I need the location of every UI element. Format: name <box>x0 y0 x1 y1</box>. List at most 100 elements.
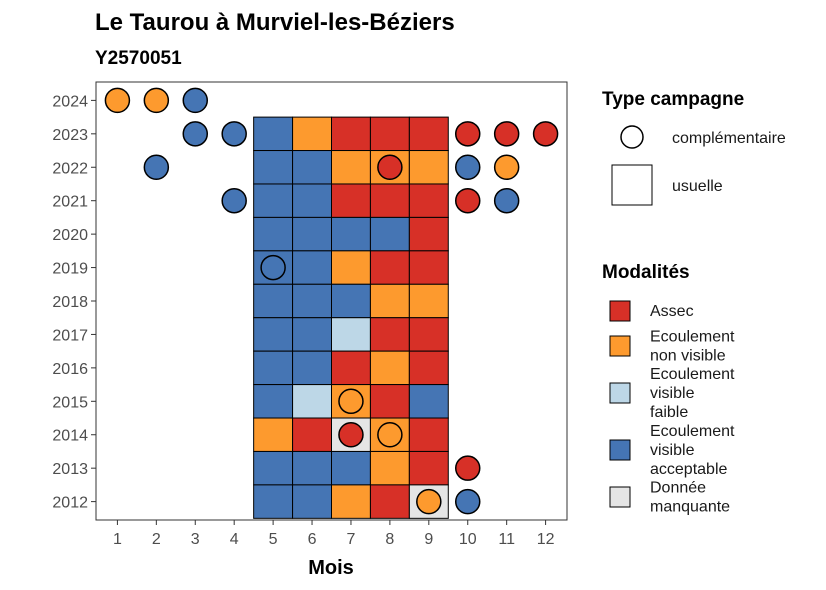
tile-usuelle <box>408 317 449 352</box>
tile-usuelle <box>331 317 371 352</box>
legend-circle-key <box>620 125 644 149</box>
legend-modalities-title: Modalités <box>602 262 690 283</box>
y-tick-label: 2013 <box>52 461 88 478</box>
y-tick-label: 2016 <box>52 361 88 378</box>
chart-title: Le Taurou à Murviel-les-Béziers <box>95 9 455 36</box>
tile-usuelle <box>292 183 332 218</box>
tile-usuelle <box>369 216 410 252</box>
tile-usuelle <box>408 150 449 185</box>
tile-usuelle <box>331 350 371 386</box>
tile-usuelle <box>331 116 371 152</box>
point-complementaire <box>454 154 481 181</box>
y-tick-label: 2017 <box>52 327 88 344</box>
point-complementaire <box>532 121 559 147</box>
legend-modality-key <box>609 335 631 357</box>
point-complementaire <box>221 121 247 147</box>
point-complementaire <box>143 154 170 181</box>
tile-usuelle <box>253 317 294 352</box>
chart-subtitle: Y2570051 <box>95 48 182 69</box>
tile-usuelle <box>253 116 294 152</box>
point-complementaire <box>454 121 481 147</box>
tile-usuelle <box>331 250 371 285</box>
point-complementaire <box>416 488 442 515</box>
y-tick-label: 2018 <box>52 294 88 311</box>
point-complementaire <box>454 488 481 515</box>
tile-usuelle <box>253 283 294 319</box>
tile-usuelle <box>253 384 294 419</box>
tile-usuelle <box>408 450 449 486</box>
x-tick-label: 2 <box>152 531 161 548</box>
x-tick-label: 5 <box>269 531 278 548</box>
tile-usuelle <box>331 150 371 185</box>
y-tick-label: 2021 <box>52 194 88 211</box>
point-complementaire <box>338 388 364 415</box>
legend-type-title: Type campagne <box>602 89 744 110</box>
tile-usuelle <box>331 450 371 486</box>
x-tick-label: 1 <box>113 531 122 548</box>
tile-usuelle <box>369 283 410 319</box>
point-complementaire <box>493 154 520 181</box>
tile-usuelle <box>292 216 332 252</box>
tile-usuelle <box>408 350 449 386</box>
legend-modality-key <box>609 300 631 322</box>
x-tick-label: 11 <box>498 531 515 548</box>
point-complementaire <box>454 187 481 214</box>
x-tick-label: 12 <box>537 531 555 548</box>
legend-modality-label: Donnée manquante <box>650 480 730 516</box>
y-tick-label: 2012 <box>52 495 88 512</box>
y-tick-label: 2024 <box>52 93 88 110</box>
tile-usuelle <box>253 216 294 252</box>
y-tick-label: 2020 <box>52 227 88 244</box>
x-tick-label: 3 <box>191 531 200 548</box>
tile-usuelle <box>408 183 449 218</box>
y-tick-label: 2019 <box>52 261 88 278</box>
tile-usuelle <box>369 116 410 152</box>
tile-usuelle <box>408 216 449 252</box>
x-axis-title: Mois <box>308 557 354 579</box>
point-complementaire <box>338 421 364 448</box>
legend-type-label: usuelle <box>672 178 723 195</box>
point-complementaire <box>260 254 286 281</box>
tile-usuelle <box>253 450 294 486</box>
point-complementaire <box>221 187 247 214</box>
point-complementaire <box>493 121 520 147</box>
tile-usuelle <box>292 317 332 352</box>
point-complementaire <box>104 87 131 114</box>
tile-usuelle <box>292 283 332 319</box>
legend-square-key <box>611 164 653 206</box>
tile-usuelle <box>253 183 294 218</box>
x-tick-label: 10 <box>459 531 477 548</box>
tile-usuelle <box>292 150 332 185</box>
legend-modality-label: Assec <box>650 303 694 320</box>
point-complementaire <box>143 87 170 114</box>
legend-modality-label: Ecoulement visible faible <box>650 366 735 421</box>
point-complementaire <box>182 121 209 147</box>
tile-usuelle <box>253 417 294 452</box>
tile-usuelle <box>292 250 332 285</box>
tile-usuelle <box>253 150 294 185</box>
tile-usuelle <box>408 283 449 319</box>
legend-modality-label: Ecoulement non visible <box>650 329 735 365</box>
y-tick-label: 2015 <box>52 394 88 411</box>
y-tick-label: 2022 <box>52 160 88 177</box>
x-tick-label: 9 <box>424 531 433 548</box>
tile-usuelle <box>408 116 449 152</box>
x-tick-label: 7 <box>347 531 356 548</box>
legend-modality-key <box>609 439 631 461</box>
tile-usuelle <box>408 250 449 285</box>
y-tick-label: 2023 <box>52 127 88 144</box>
point-complementaire <box>493 187 520 214</box>
tile-usuelle <box>369 384 410 419</box>
tile-usuelle <box>292 417 332 452</box>
x-tick-label: 8 <box>385 531 394 548</box>
tile-usuelle <box>369 250 410 285</box>
tile-usuelle <box>331 484 371 519</box>
tile-usuelle <box>253 350 294 386</box>
tile-usuelle <box>292 350 332 386</box>
tile-usuelle <box>331 216 371 252</box>
tile-usuelle <box>408 384 449 419</box>
tile-usuelle <box>369 183 410 218</box>
tile-usuelle <box>292 384 332 419</box>
tile-usuelle <box>408 417 449 452</box>
